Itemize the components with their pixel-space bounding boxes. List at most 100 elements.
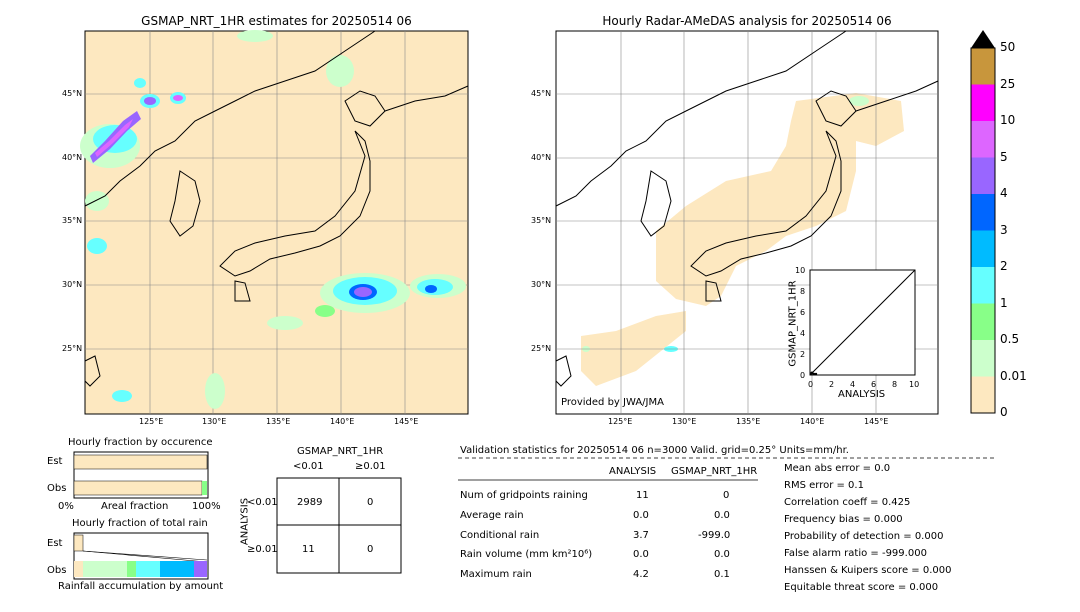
right-lat-label: 40°N	[531, 153, 552, 162]
inset-ytick: 6	[800, 308, 806, 317]
validation-score: Correlation coeff = 0.425	[784, 497, 911, 508]
left-lon-label: 130°E	[202, 417, 227, 426]
colorbar-bands	[971, 48, 995, 413]
left-map-coastline	[84, 30, 469, 387]
contingency-cell: 0	[367, 544, 374, 555]
colorbar-band	[971, 121, 995, 158]
total-bar-obs-2	[127, 561, 136, 577]
right-lon-label: 130°E	[672, 417, 697, 426]
left-lat-label: 40°N	[62, 153, 83, 162]
left-lon-label: 125°E	[139, 417, 164, 426]
inset-points	[810, 371, 818, 376]
right-lat-label: 25°N	[531, 344, 552, 353]
total-chart	[73, 532, 209, 580]
validation-score: Probability of detection = 0.000	[784, 531, 944, 542]
inset-xtick: 2	[829, 380, 835, 389]
occurrence-bar-est	[73, 454, 208, 470]
credit-text: Provided by JWA/JMA	[561, 397, 664, 408]
total-footer: Rainfall accumulation by amount	[58, 581, 224, 592]
colorbar-label: 0.01	[1000, 368, 1027, 383]
colorbar-band	[971, 194, 995, 231]
validation-score: Mean abs error = 0.0	[784, 463, 891, 474]
colorbar-label: 25	[1000, 76, 1016, 91]
right-lat-label: 30°N	[531, 280, 552, 289]
contingency-cell: 0	[367, 497, 374, 508]
occurrence-bar-obs	[73, 480, 203, 496]
inset-scatter	[809, 269, 916, 376]
colorbar-label: 5	[1000, 149, 1008, 164]
contingency-grid	[276, 477, 402, 574]
right-map-coastline	[555, 30, 939, 387]
contingency-row-header: ≥0.01	[247, 544, 278, 555]
validation-row-label: Average rain	[460, 510, 524, 521]
right-lat-label: 45°N	[531, 89, 552, 98]
contingency-row-header: <0.01	[247, 497, 278, 508]
total-bar-obs-1	[83, 561, 127, 577]
left-map	[80, 30, 469, 415]
contingency-title: GSMAP_NRT_1HR	[297, 446, 384, 457]
validation-col-rule	[458, 479, 758, 481]
left-lat-label: 25°N	[62, 344, 83, 353]
validation-row-label: Conditional rain	[460, 530, 540, 541]
validation-col-analysis: ANALYSIS	[609, 466, 657, 477]
occurrence-chart	[73, 451, 209, 499]
occurrence-axis-mid: Areal fraction	[101, 501, 169, 512]
colorbar-band	[971, 340, 995, 377]
validation-row-label: Num of gridpoints raining	[460, 490, 588, 501]
right-lon-label: 135°E	[736, 417, 761, 426]
contingency-col-header: <0.01	[293, 461, 324, 472]
occurrence-bar-obs-rain	[202, 481, 207, 495]
total-bar-obs-5	[194, 561, 207, 577]
colorbar-label: 4	[1000, 186, 1008, 200]
left-lon-label: 140°E	[330, 417, 355, 426]
right-lat-label: 35°N	[531, 216, 552, 225]
total-title: Hourly fraction of total rain	[72, 518, 208, 529]
left-lon-label: 145°E	[394, 417, 419, 426]
left-map-rain	[80, 30, 466, 409]
total-bar-obs-0	[74, 561, 83, 577]
validation-row-analysis: 11	[636, 490, 649, 501]
right-lon-label: 140°E	[800, 417, 825, 426]
occurrence-axis-right: 100%	[192, 501, 221, 512]
right-lon-label: 145°E	[864, 417, 889, 426]
right-map-title: Hourly Radar-AMeDAS analysis for 2025051…	[602, 14, 892, 28]
validation-row-analysis: 3.7	[633, 530, 649, 541]
validation-score: Equitable threat score = 0.000	[784, 582, 939, 593]
validation-score: RMS error = 0.1	[784, 480, 864, 491]
inset-ylabel: GSMAP_NRT_1HR	[787, 280, 799, 367]
validation-row-analysis: 0.0	[633, 510, 649, 521]
inset-xtick: 10	[909, 380, 920, 389]
validation-row-gsmap: 0.0	[714, 549, 730, 560]
inset-ytick: 4	[800, 329, 806, 338]
total-row-label: Est	[47, 538, 63, 549]
left-lat-label: 45°N	[62, 89, 83, 98]
colorbar-band	[971, 48, 995, 85]
validation-row-analysis: 0.0	[633, 549, 649, 560]
validation-row-label: Rain volume (mm km²10⁶)	[460, 549, 593, 560]
colorbar-label: 10	[1000, 113, 1016, 127]
validation-row-analysis: 4.2	[633, 569, 649, 580]
colorbar-label: 1	[1000, 295, 1008, 310]
total-bar-est	[73, 534, 84, 552]
left-lat-label: 30°N	[62, 280, 83, 289]
colorbar-label: 2	[1000, 259, 1008, 273]
contingency-col-header: ≥0.01	[355, 461, 386, 472]
colorbar-label: 50	[1000, 40, 1016, 54]
validation-row-gsmap: 0	[723, 490, 730, 501]
validation-col-gsmap: GSMAP_NRT_1HR	[671, 466, 758, 477]
inset-ytick: 10	[795, 266, 806, 275]
occurrence-title: Hourly fraction by occurence	[68, 437, 213, 448]
inset-xtick: 0	[808, 380, 814, 389]
validation-row-gsmap: 0.0	[714, 510, 730, 521]
inset-xtick: 6	[871, 380, 877, 389]
inset-xtick: 8	[892, 380, 898, 389]
colorbar-band	[971, 267, 995, 304]
inset-ytick: 0	[800, 371, 806, 380]
total-bar-obs-3	[136, 561, 160, 577]
inset-ytick: 8	[800, 287, 806, 296]
colorbar-band	[971, 157, 995, 194]
inset-xlabel: ANALYSIS	[838, 389, 886, 400]
contingency-cell: 11	[302, 544, 315, 555]
colorbar-band	[971, 376, 995, 413]
inset-ytick: 2	[800, 350, 806, 359]
